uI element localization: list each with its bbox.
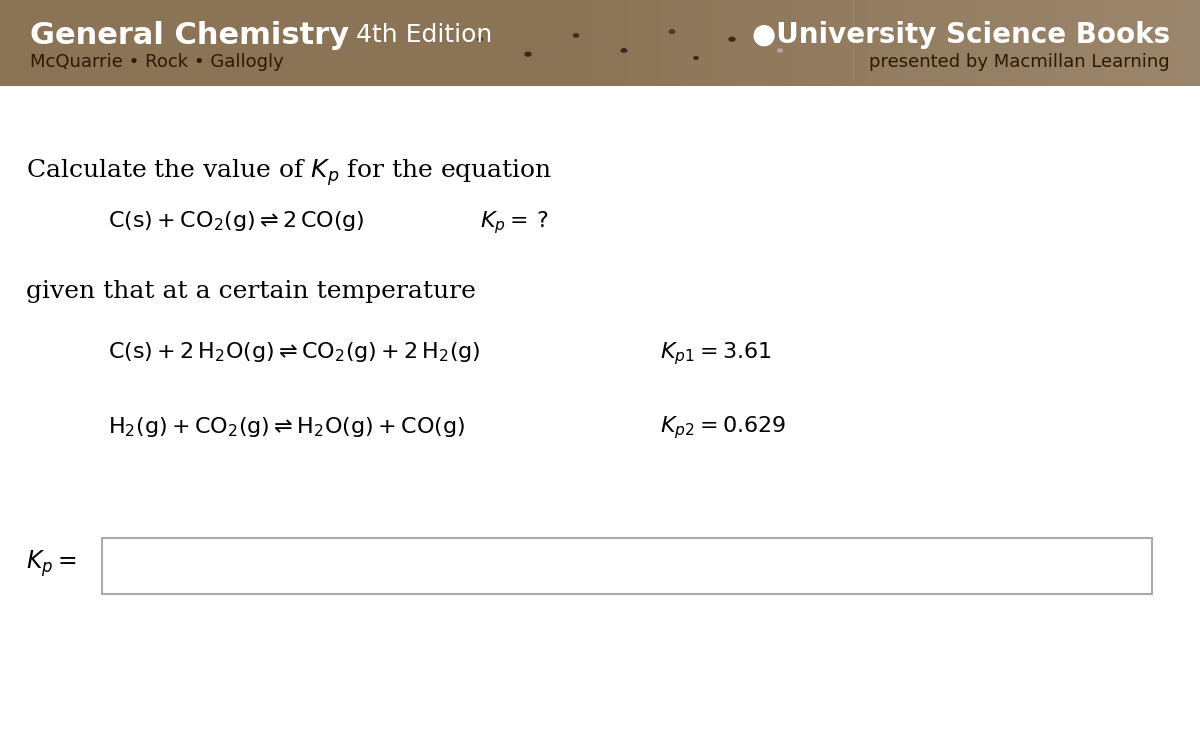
Text: $\mathrm{C(s) + 2\,H_2O(g) \rightleftharpoons CO_2(g) + 2\,H_2(g)}$: $\mathrm{C(s) + 2\,H_2O(g) \rightlefthar… <box>108 340 481 364</box>
Text: given that at a certain temperature: given that at a certain temperature <box>26 280 476 303</box>
Text: presented by Macmillan Learning: presented by Macmillan Learning <box>869 52 1170 71</box>
Text: $K_{p1} = 3.61$: $K_{p1} = 3.61$ <box>660 340 772 367</box>
Text: 4th Edition: 4th Edition <box>348 23 492 48</box>
Text: Calculate the value of $K_p$ for the equation: Calculate the value of $K_p$ for the equ… <box>26 157 553 187</box>
Text: $K_{p2} = 0.629$: $K_{p2} = 0.629$ <box>660 415 786 441</box>
Text: $\mathrm{H_2(g) + CO_2(g) \rightleftharpoons H_2O(g)+CO(g)}$: $\mathrm{H_2(g) + CO_2(g) \rightleftharp… <box>108 415 466 438</box>
Text: McQuarrie • Rock • Gallogly: McQuarrie • Rock • Gallogly <box>30 52 283 71</box>
Text: $\mathrm{C(s) + CO_2(g) \rightleftharpoons 2\,CO(g)}$: $\mathrm{C(s) + CO_2(g) \rightleftharpoo… <box>108 209 365 233</box>
Text: ●University Science Books: ●University Science Books <box>752 22 1170 49</box>
Text: General Chemistry: General Chemistry <box>30 21 349 50</box>
Text: $K_p =$: $K_p =$ <box>26 548 77 580</box>
Text: $K_p = \,?$: $K_p = \,?$ <box>480 209 548 236</box>
